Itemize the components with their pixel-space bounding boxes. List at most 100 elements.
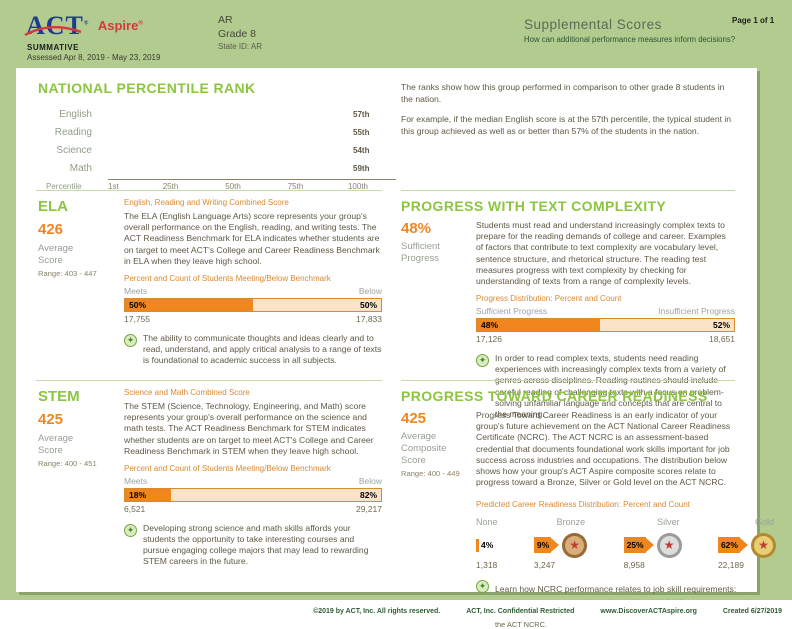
insufficient-count: 18,651 xyxy=(709,334,735,345)
arrow-right-icon: 62% xyxy=(717,537,748,554)
act-swoosh-icon xyxy=(24,26,82,37)
act-logo: ACT® xyxy=(24,13,90,39)
npr-value-label: 54th xyxy=(353,145,370,155)
npr-value-label: 59th xyxy=(353,163,370,173)
career-insight-intro: Learn how NCRC performance relates to jo… xyxy=(495,584,737,595)
stem-meets-segment: 18% xyxy=(125,488,172,501)
footer-created-date: Created 6/27/2019 xyxy=(722,607,782,615)
stem-below-segment: 82% xyxy=(171,488,381,501)
career-score-label: Average Composite Score xyxy=(401,431,447,466)
gold-medal-icon: ★ xyxy=(750,532,776,558)
npr-tick: 25th xyxy=(162,182,179,191)
insufficient-label: Insufficient Progress xyxy=(658,306,735,317)
career-score-range: Range: 400 - 449 xyxy=(401,468,460,478)
ela-below-segment: 50% xyxy=(253,298,381,311)
text-complexity-pct-label: Sufficient Progress xyxy=(401,241,440,264)
stem-meets-count: 6,521 xyxy=(124,503,146,514)
npr-bar-chart: English 57th Reading 55th Science 54th M… xyxy=(38,105,396,191)
text-complexity-description: Students must read and understand increa… xyxy=(476,220,726,286)
stem-combined-label: Science and Math Combined Score xyxy=(124,388,250,397)
ela-meets-segment: 50% xyxy=(125,298,253,311)
footer-website[interactable]: www.DiscoverACTAspire.org xyxy=(600,607,697,615)
text-complexity-bar: 48% 52% xyxy=(476,318,735,333)
report-subtitle: How can additional performance measures … xyxy=(524,35,736,44)
group-identity: AR Grade 8 State ID: AR xyxy=(218,14,262,53)
meets-label: Meets xyxy=(124,285,148,296)
ela-meets-pct: 50% xyxy=(129,299,147,310)
footer-confidential: ACT, Inc. Confidential Restricted xyxy=(466,607,575,615)
divider xyxy=(401,190,735,191)
sufficient-pct: 48% xyxy=(481,320,499,331)
text-complexity-chart-caption: Progress Distribution: Percent and Count xyxy=(476,294,622,304)
org-name: AR xyxy=(218,14,233,26)
insufficient-pct: 52% xyxy=(712,320,730,331)
npr-tick: 1st xyxy=(108,182,119,191)
npr-tick: 50th xyxy=(225,182,241,191)
npr-category-label: Math xyxy=(69,162,92,174)
stem-chart-caption: Percent and Count of Students Meeting/Be… xyxy=(124,463,331,473)
stem-below-count: 29,217 xyxy=(356,503,382,514)
stem-score-range: Range: 400 - 451 xyxy=(38,458,97,468)
content-panel: NATIONAL PERCENTILE RANK English 57th Re… xyxy=(16,68,776,629)
stem-below-pct: 82% xyxy=(359,489,377,500)
career-score: 425 xyxy=(401,410,427,427)
stem-insight: Developing strong science and math skill… xyxy=(143,522,369,567)
npr-row-science: Science 54th xyxy=(38,141,384,159)
npr-explanation: The ranks show how this group performed … xyxy=(401,82,735,137)
state-id: State ID: AR xyxy=(218,42,263,52)
career-readiness-section: PROGRESS TOWARD CAREER READINESS 425 Ave… xyxy=(401,388,776,629)
npr-value-label: 55th xyxy=(353,127,370,137)
ela-heading: ELA xyxy=(38,198,68,215)
tier-silver: Silver 25% ★ 8,958 xyxy=(623,517,682,571)
tier-gold-count: 22,189 xyxy=(717,560,744,571)
divider xyxy=(36,190,382,191)
ela-description: The ELA (English Language Arts) score re… xyxy=(124,211,380,266)
insight-star-icon: ✦ xyxy=(476,354,489,368)
below-label: Below xyxy=(358,475,382,486)
npr-row-reading: Reading 55th xyxy=(38,123,384,141)
act-registered-mark: ® xyxy=(83,20,90,27)
npr-category-label: English xyxy=(59,108,92,120)
npr-tick: 100th xyxy=(347,182,369,191)
npr-category-label: Reading xyxy=(54,126,92,138)
insight-star-icon: ✦ xyxy=(476,580,489,594)
career-tier-distribution: None 4% 1,318 Bronze 9% ★ 3,247 xyxy=(476,517,776,570)
grade-label: Grade 8 xyxy=(218,27,256,40)
ela-score-range: Range: 403 - 447 xyxy=(38,268,97,278)
footer-copyright: ©2019 by ACT, Inc. All rights reserved. xyxy=(313,607,441,615)
tier-silver-pct: 25% xyxy=(623,537,646,554)
ela-chart-caption: Percent and Count of Students Meeting/Be… xyxy=(124,273,331,283)
program-label: SUMMATIVE xyxy=(27,43,79,52)
npr-tick: 75th xyxy=(287,182,304,191)
page-number: Page 1 of 1 xyxy=(732,16,775,25)
ela-benchmark-bar: 50% 50% xyxy=(124,297,382,312)
report-title: Supplemental Scores xyxy=(524,17,662,32)
below-label: Below xyxy=(358,285,382,296)
sufficient-label: Sufficient Progress xyxy=(476,306,548,317)
npr-row-math: Math 59th xyxy=(38,159,384,177)
sufficient-count: 17,126 xyxy=(476,334,502,345)
tier-silver-count: 8,958 xyxy=(623,560,645,571)
npr-axis-title: Percentile xyxy=(46,182,82,191)
act-aspire-logo: ACT® Aspire® xyxy=(24,13,143,39)
ela-score-label: Average Score xyxy=(38,243,74,266)
npr-axis: Percentile 1st 25th 50th 75th 100th xyxy=(46,179,396,191)
arrow-right-icon: 25% xyxy=(623,537,654,554)
tier-none: None 4% 1,318 xyxy=(476,517,498,570)
text-complexity-pct: 48% xyxy=(401,220,432,237)
stem-score-label: Average Score xyxy=(38,433,74,456)
text-complexity-heading: PROGRESS WITH TEXT COMPLEXITY xyxy=(401,198,667,214)
insight-star-icon: ✦ xyxy=(124,523,137,537)
insufficient-segment: 52% xyxy=(600,319,734,332)
report-header: ACT® Aspire® SUMMATIVE Assessed Apr 8, 2… xyxy=(0,0,792,68)
bronze-medal-icon: ★ xyxy=(562,532,588,558)
npr-explanation-p2: For example, if the median English score… xyxy=(401,114,732,136)
ela-score: 426 xyxy=(38,221,64,238)
tier-gold-pct: 62% xyxy=(717,537,740,554)
npr-category-label: Science xyxy=(56,144,92,156)
career-description: Progress Toward Career Readiness is an e… xyxy=(476,410,731,488)
tier-gold: Gold 62% ★ 22,189 xyxy=(717,517,776,571)
stem-benchmark-bar: 18% 82% xyxy=(124,487,382,502)
career-heading: PROGRESS TOWARD CAREER READINESS xyxy=(401,388,708,404)
tier-gold-label: Gold xyxy=(754,517,774,528)
